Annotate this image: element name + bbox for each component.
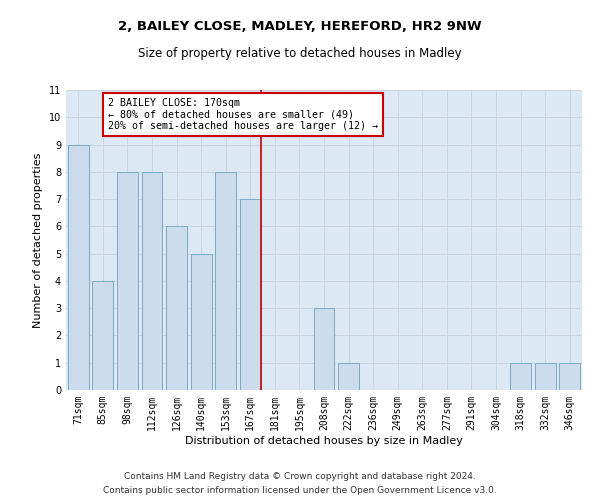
Bar: [338, 362, 359, 390]
Text: Size of property relative to detached houses in Madley: Size of property relative to detached ho…: [138, 48, 462, 60]
Bar: [535, 362, 556, 390]
Text: Contains HM Land Registry data © Crown copyright and database right 2024.: Contains HM Land Registry data © Crown c…: [124, 472, 476, 481]
Bar: [314, 308, 334, 390]
X-axis label: Distribution of detached houses by size in Madley: Distribution of detached houses by size …: [185, 436, 463, 446]
Bar: [166, 226, 187, 390]
Bar: [191, 254, 212, 390]
Bar: [92, 281, 113, 390]
Text: 2, BAILEY CLOSE, MADLEY, HEREFORD, HR2 9NW: 2, BAILEY CLOSE, MADLEY, HEREFORD, HR2 9…: [118, 20, 482, 33]
Bar: [240, 199, 261, 390]
Bar: [117, 172, 138, 390]
Text: Contains public sector information licensed under the Open Government Licence v3: Contains public sector information licen…: [103, 486, 497, 495]
Bar: [510, 362, 531, 390]
Bar: [68, 144, 89, 390]
Bar: [215, 172, 236, 390]
Text: 2 BAILEY CLOSE: 170sqm
← 80% of detached houses are smaller (49)
20% of semi-det: 2 BAILEY CLOSE: 170sqm ← 80% of detached…: [108, 98, 378, 132]
Y-axis label: Number of detached properties: Number of detached properties: [34, 152, 43, 328]
Bar: [142, 172, 163, 390]
Bar: [559, 362, 580, 390]
